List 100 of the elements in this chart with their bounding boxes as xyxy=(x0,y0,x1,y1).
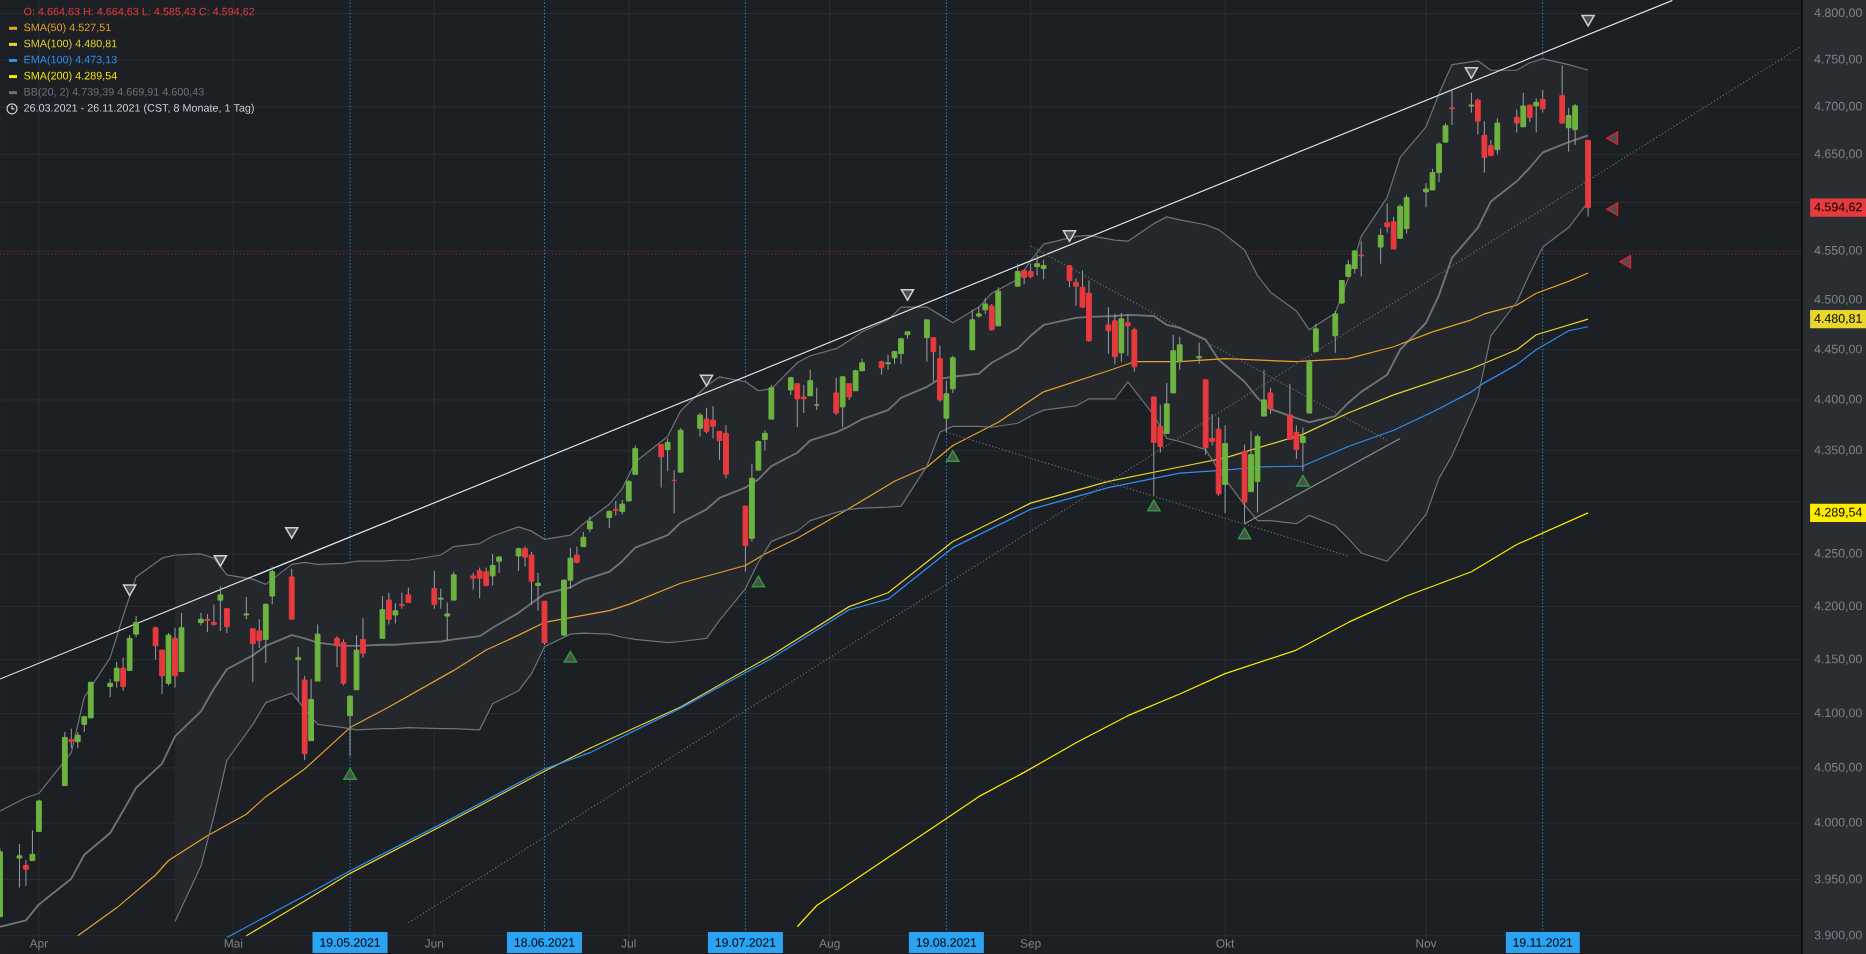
candlestick xyxy=(198,612,204,627)
legend-label: SMA(50) 4.527,51 xyxy=(24,23,111,34)
y-tick-label: 4.289,54 xyxy=(1814,507,1862,518)
candlestick xyxy=(16,843,23,889)
candlestick xyxy=(217,585,224,632)
candlestick xyxy=(1312,323,1319,353)
x-tick-label: Apr xyxy=(29,939,48,950)
y-tick-label: 4.594,62 xyxy=(1814,202,1862,213)
candlestick xyxy=(833,377,840,416)
candlestick xyxy=(243,596,250,620)
point xyxy=(563,650,578,663)
candlestick xyxy=(761,429,768,452)
y-tick-label: 4.250,00 xyxy=(1814,548,1862,560)
x-tick-label: Mai xyxy=(224,938,243,948)
candlestick xyxy=(295,646,302,702)
point xyxy=(751,575,766,588)
line-series xyxy=(796,512,1589,928)
ref-line-label: 19.11.2021 xyxy=(1513,938,1573,947)
candlestick xyxy=(535,572,541,612)
candlestick xyxy=(1299,426,1306,472)
ref-line-label: 18.06.2021 xyxy=(514,938,575,947)
line-series xyxy=(77,272,1589,937)
legend-label: BB(20, 2) 4.739,39 4.669,91 4.600,43 xyxy=(24,87,204,98)
candlestick xyxy=(1539,89,1546,114)
candlestick xyxy=(1358,240,1365,277)
candlestick xyxy=(1124,313,1131,357)
point xyxy=(1606,131,1619,146)
candlestick xyxy=(658,444,665,489)
point xyxy=(1464,66,1479,79)
candlestick xyxy=(489,553,496,586)
candlestick xyxy=(113,661,120,689)
candlestick xyxy=(347,694,353,757)
point xyxy=(946,450,960,463)
candlestick xyxy=(1533,97,1540,134)
legend-label: SMA(200) 4.289,54 xyxy=(24,71,117,82)
x-tick-label: Nov xyxy=(1416,939,1437,948)
point xyxy=(1296,474,1310,487)
candlestick xyxy=(444,601,451,641)
candlestick xyxy=(988,303,995,332)
candlestick xyxy=(807,369,814,397)
candlestick xyxy=(1332,310,1339,354)
candlestick xyxy=(1014,263,1021,287)
point xyxy=(1062,230,1077,243)
y-tick-label: 4.650,00 xyxy=(1814,149,1862,160)
candlestick xyxy=(1520,92,1527,128)
ref-line-label: 19.08.2021 xyxy=(916,938,977,947)
ref-line-label: 19.05.2021 xyxy=(320,938,380,947)
candlestick xyxy=(223,608,230,634)
candlestick xyxy=(813,387,820,411)
candlestick xyxy=(1073,277,1079,307)
y-tick-label: 4.350,00 xyxy=(1814,445,1862,456)
y-tick-label: 4.050,00 xyxy=(1814,762,1862,774)
legend-label: EMA(100) 4.473,13 xyxy=(24,55,117,66)
candlestick xyxy=(29,829,36,861)
candlestick xyxy=(23,859,29,887)
candlestick xyxy=(68,728,75,749)
y-tick-label: 4.500,00 xyxy=(1814,294,1862,306)
y-tick-label: 4.480,81 xyxy=(1814,314,1862,325)
legend-label: SMA(100) 4.480,81 xyxy=(24,39,117,50)
candlestick xyxy=(625,479,632,502)
candlestick xyxy=(885,354,891,371)
y-tick-label: 4.150,00 xyxy=(1814,654,1862,665)
point xyxy=(900,288,915,301)
y-tick-label: 3.900,00 xyxy=(1814,930,1862,941)
candlestick xyxy=(664,437,671,472)
candlestick xyxy=(152,626,159,661)
y-tick-label: 4.550,00 xyxy=(1814,245,1862,257)
x-tick-label: Sep xyxy=(1020,939,1041,950)
candlestick xyxy=(431,570,438,610)
candlestick xyxy=(211,603,217,627)
x-tick-label: Aug xyxy=(819,939,840,950)
candlestick xyxy=(386,592,392,626)
candlestick xyxy=(204,613,211,633)
y-tick-label: 4.450,00 xyxy=(1814,344,1862,355)
candlestick xyxy=(107,678,114,698)
candlestick xyxy=(392,602,399,624)
point xyxy=(343,767,357,780)
y-tick-label: 4.750,00 xyxy=(1814,54,1862,65)
x-tick-label: Okt xyxy=(1216,938,1235,948)
annotation: 26.03.2021 - 26.11.2021 (CST, 8 Monate, 1 Tag) xyxy=(24,103,254,114)
y-tick-label: 4.200,00 xyxy=(1814,601,1862,612)
y-tick-label: 4.400,00 xyxy=(1814,394,1862,406)
candlestick xyxy=(1475,97,1481,135)
y-tick-label: 4.000,00 xyxy=(1814,817,1862,829)
annotation: O: 4.664,63 H: 4.664,63 L: 4.585,43 C: 4.594,62 xyxy=(24,7,255,17)
candlestick xyxy=(930,337,937,383)
x-tick-label: Jul xyxy=(621,938,636,948)
candlestick xyxy=(398,592,405,610)
point xyxy=(1146,499,1161,512)
candlestick xyxy=(1196,342,1203,365)
candlestick xyxy=(1377,228,1384,265)
y-tick-label: 3.950,00 xyxy=(1814,874,1862,885)
candlestick xyxy=(1468,92,1475,114)
candlestick xyxy=(1267,387,1274,415)
candlestick xyxy=(496,555,503,574)
candlestick xyxy=(133,615,140,638)
y-tick-label: 4.100,00 xyxy=(1814,708,1862,719)
candlestick xyxy=(120,657,127,692)
y-tick-label: 4.800,00 xyxy=(1814,8,1862,19)
point xyxy=(1581,14,1595,27)
